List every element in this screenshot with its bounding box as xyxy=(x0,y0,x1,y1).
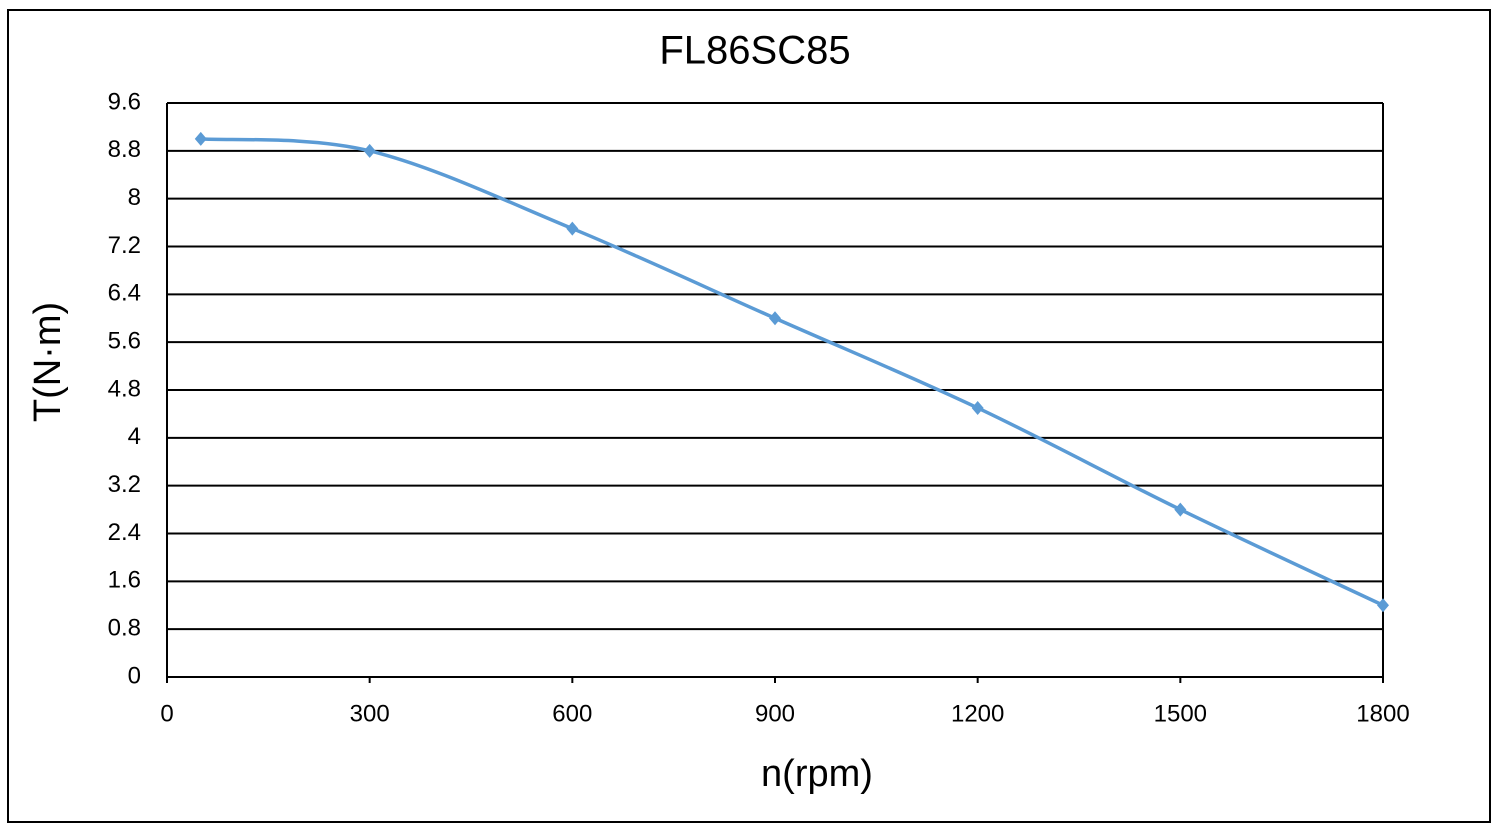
data-point xyxy=(1377,598,1389,613)
y-tick-label: 0 xyxy=(128,662,141,689)
data-point xyxy=(363,143,376,158)
y-tick-label: 3.2 xyxy=(108,471,141,498)
y-tick-label: 6.4 xyxy=(108,280,141,307)
chart-frame xyxy=(7,9,1491,823)
x-tick-label: 300 xyxy=(350,700,390,727)
x-axis-label: n(rpm) xyxy=(761,753,873,795)
x-tick-label: 600 xyxy=(552,700,592,727)
y-tick-label: 4 xyxy=(128,423,141,450)
x-tick-label: 1800 xyxy=(1356,700,1409,727)
x-tick-label: 1200 xyxy=(951,700,1004,727)
y-axis-label: T(N·m) xyxy=(27,302,69,422)
y-tick-label: 1.6 xyxy=(108,567,141,594)
y-tick-label: 9.6 xyxy=(108,88,141,115)
y-tick-label: 8.8 xyxy=(108,136,141,163)
data-point xyxy=(566,221,579,236)
x-tick-label: 0 xyxy=(160,700,173,727)
y-tick-label: 5.6 xyxy=(108,328,141,355)
y-tick-label: 0.8 xyxy=(108,615,141,642)
y-tick-label: 2.4 xyxy=(108,519,141,546)
x-tick-label: 1500 xyxy=(1154,700,1207,727)
x-tick-label: 900 xyxy=(755,700,795,727)
y-tick-label: 7.2 xyxy=(108,232,141,259)
data-point xyxy=(194,131,207,146)
data-point xyxy=(1174,502,1187,517)
data-point xyxy=(971,400,984,415)
y-tick-label: 8 xyxy=(128,184,141,211)
y-tick-label: 4.8 xyxy=(108,375,141,402)
chart-title: FL86SC85 xyxy=(659,29,850,73)
data-point xyxy=(769,311,781,326)
